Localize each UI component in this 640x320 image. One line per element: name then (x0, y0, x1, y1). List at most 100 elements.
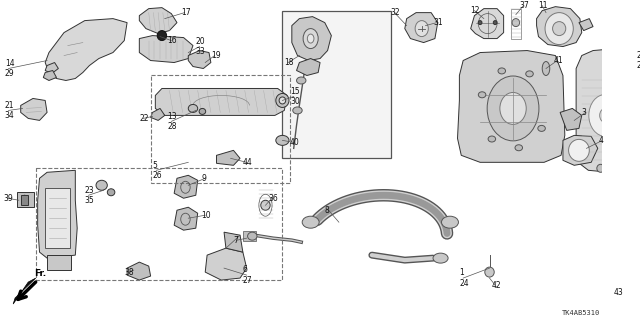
Ellipse shape (442, 216, 458, 228)
Ellipse shape (199, 108, 205, 115)
Text: 3: 3 (582, 108, 587, 117)
Bar (282, 11, 390, 158)
Ellipse shape (279, 97, 285, 104)
Text: 14
29: 14 29 (4, 59, 14, 78)
Text: 8: 8 (324, 206, 330, 215)
Ellipse shape (608, 281, 616, 289)
Polygon shape (216, 150, 240, 165)
Polygon shape (45, 62, 58, 74)
Polygon shape (20, 99, 47, 120)
Text: 11: 11 (538, 1, 548, 10)
Bar (20, 195, 28, 205)
Text: 19: 19 (211, 51, 221, 60)
Ellipse shape (292, 107, 302, 114)
Text: 22: 22 (140, 114, 149, 123)
Polygon shape (47, 255, 70, 270)
Text: 20
33: 20 33 (196, 37, 205, 56)
Polygon shape (45, 188, 70, 248)
Polygon shape (579, 19, 593, 31)
Text: 17: 17 (180, 8, 190, 17)
Bar (243, 231, 256, 241)
Ellipse shape (568, 140, 589, 161)
Text: 2
25: 2 25 (636, 51, 640, 70)
Ellipse shape (589, 94, 622, 136)
Ellipse shape (600, 108, 611, 123)
Ellipse shape (498, 68, 506, 74)
Ellipse shape (303, 28, 318, 49)
Ellipse shape (296, 77, 306, 84)
Ellipse shape (276, 93, 289, 108)
Text: 10: 10 (202, 211, 211, 220)
Ellipse shape (433, 253, 448, 263)
Text: 9: 9 (202, 174, 206, 183)
Text: TK4AB5310: TK4AB5310 (563, 310, 600, 316)
Polygon shape (140, 36, 193, 62)
Polygon shape (156, 88, 287, 116)
Text: 1
24: 1 24 (460, 268, 469, 288)
Bar (511, 9, 520, 39)
Polygon shape (563, 135, 598, 165)
Text: 5
26: 5 26 (152, 161, 162, 180)
Ellipse shape (542, 61, 550, 76)
Ellipse shape (307, 34, 314, 43)
Ellipse shape (545, 12, 573, 44)
Text: 21
34: 21 34 (4, 101, 15, 120)
Ellipse shape (478, 92, 486, 98)
Text: 38: 38 (124, 268, 134, 276)
Text: 44: 44 (243, 158, 253, 167)
Ellipse shape (597, 164, 604, 172)
Polygon shape (470, 9, 504, 39)
Ellipse shape (487, 76, 539, 141)
Polygon shape (458, 51, 565, 162)
Polygon shape (150, 108, 164, 120)
Ellipse shape (188, 104, 198, 112)
Polygon shape (44, 70, 56, 81)
Text: 32: 32 (390, 8, 400, 17)
Polygon shape (292, 17, 332, 60)
Polygon shape (224, 232, 243, 252)
Polygon shape (205, 248, 246, 280)
Ellipse shape (488, 136, 495, 142)
Text: 36: 36 (268, 194, 278, 203)
Polygon shape (127, 262, 150, 280)
Bar (36, 168, 282, 280)
Ellipse shape (512, 19, 520, 27)
Text: 31: 31 (433, 18, 443, 27)
Polygon shape (174, 175, 198, 198)
Text: 6
27: 6 27 (243, 265, 253, 285)
Ellipse shape (515, 145, 522, 151)
Ellipse shape (500, 92, 526, 124)
Polygon shape (576, 49, 632, 172)
Text: 16: 16 (168, 36, 177, 45)
Polygon shape (536, 7, 582, 46)
Polygon shape (296, 59, 320, 76)
Polygon shape (188, 51, 211, 68)
Ellipse shape (96, 180, 108, 190)
Ellipse shape (478, 20, 482, 25)
Polygon shape (45, 19, 127, 81)
Bar (150, 76, 290, 183)
Text: 12: 12 (470, 6, 480, 15)
Text: 13
28: 13 28 (168, 112, 177, 131)
Ellipse shape (552, 22, 566, 36)
Text: 42: 42 (492, 281, 501, 290)
Ellipse shape (248, 232, 257, 240)
Polygon shape (13, 278, 36, 304)
Ellipse shape (525, 71, 533, 77)
Text: 40: 40 (290, 138, 300, 147)
Ellipse shape (108, 189, 115, 196)
Bar (17, 192, 34, 207)
Text: 4: 4 (598, 136, 604, 145)
Ellipse shape (485, 267, 494, 277)
Text: 41: 41 (554, 56, 563, 65)
Text: 15
30: 15 30 (290, 87, 300, 106)
Ellipse shape (538, 125, 545, 132)
Ellipse shape (493, 20, 497, 25)
Text: 23
35: 23 35 (84, 186, 95, 205)
Polygon shape (404, 12, 438, 43)
Ellipse shape (415, 20, 428, 36)
Text: 43: 43 (614, 288, 623, 297)
Text: Fr.: Fr. (34, 269, 46, 278)
Ellipse shape (302, 216, 319, 228)
Text: 18: 18 (284, 58, 294, 67)
